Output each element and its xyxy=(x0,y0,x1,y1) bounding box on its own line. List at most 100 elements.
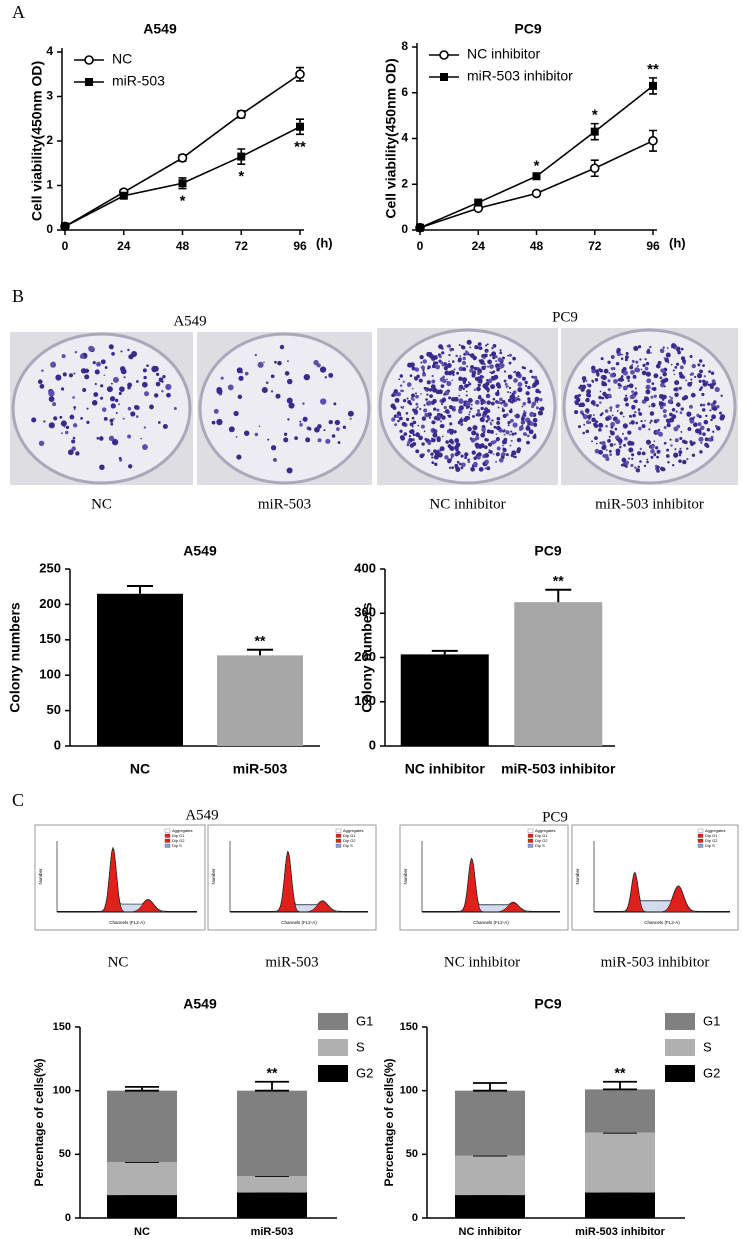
colony xyxy=(71,439,76,444)
colony xyxy=(618,386,621,389)
colony xyxy=(669,438,672,441)
colony xyxy=(533,422,538,427)
colony xyxy=(419,407,422,411)
colony xyxy=(689,440,693,444)
colony xyxy=(666,347,669,349)
colony xyxy=(52,402,57,407)
colony xyxy=(134,404,139,410)
colony xyxy=(334,419,341,426)
significance-annotation: ** xyxy=(615,1064,626,1080)
image-caption: miR-503 xyxy=(265,954,318,970)
colony xyxy=(104,366,108,369)
colony xyxy=(497,406,500,409)
colony xyxy=(410,397,414,400)
colony xyxy=(283,432,288,436)
colony xyxy=(484,407,489,412)
colony xyxy=(644,419,647,422)
colony xyxy=(423,408,428,413)
colony xyxy=(672,369,675,372)
colony xyxy=(422,372,427,377)
colony xyxy=(451,379,454,382)
colony xyxy=(678,459,682,463)
colony xyxy=(614,380,616,383)
colony xyxy=(536,401,539,404)
colony xyxy=(55,374,62,381)
bar-segment xyxy=(237,1192,307,1218)
colony xyxy=(509,433,511,436)
colony xyxy=(512,422,518,428)
colony xyxy=(617,378,621,382)
colony xyxy=(143,426,147,429)
bar-segment xyxy=(585,1132,655,1193)
colony xyxy=(465,350,468,353)
colony xyxy=(74,350,78,354)
colony xyxy=(294,436,298,440)
colony xyxy=(649,421,652,424)
colony xyxy=(436,438,441,443)
legend-swatch xyxy=(697,838,704,843)
colony xyxy=(690,392,696,398)
colony xyxy=(609,453,613,456)
colony xyxy=(622,423,628,429)
colony xyxy=(656,418,660,423)
colony xyxy=(521,376,526,381)
colony xyxy=(653,394,657,398)
colony xyxy=(415,402,419,406)
colony xyxy=(714,386,720,393)
colony xyxy=(299,423,303,427)
legend-marker xyxy=(84,55,94,65)
colony xyxy=(418,435,423,441)
colony xyxy=(618,442,622,446)
colony xyxy=(472,461,478,467)
colony xyxy=(513,378,518,383)
colony xyxy=(598,422,604,428)
colony xyxy=(458,344,461,346)
colony xyxy=(423,430,426,433)
image-caption: miR-503 xyxy=(258,496,311,512)
colony xyxy=(118,403,121,406)
colony xyxy=(581,376,587,381)
colony xyxy=(456,450,461,455)
colony xyxy=(521,405,524,408)
colony xyxy=(323,429,326,432)
colony xyxy=(630,369,635,375)
colony xyxy=(698,388,702,392)
colony xyxy=(390,403,396,409)
colony xyxy=(142,444,148,450)
colony xyxy=(487,451,490,454)
axis-label: Number xyxy=(211,868,216,885)
colony xyxy=(669,395,671,398)
colony xyxy=(697,422,702,427)
colony xyxy=(503,433,506,436)
colony xyxy=(460,424,463,426)
y-tick-label: 100 xyxy=(53,1085,71,1097)
colony xyxy=(414,367,420,372)
colony xyxy=(86,407,89,410)
colony xyxy=(481,365,486,371)
colony xyxy=(660,368,665,373)
colony xyxy=(484,467,487,470)
colony xyxy=(705,414,708,418)
colony xyxy=(699,450,703,454)
plate xyxy=(198,332,371,485)
colony xyxy=(458,387,463,392)
colony xyxy=(48,390,55,397)
colony xyxy=(586,392,591,398)
colony xyxy=(393,389,398,394)
colony xyxy=(527,397,531,401)
colony xyxy=(490,440,494,444)
colony xyxy=(466,383,470,387)
colony xyxy=(496,367,500,372)
x-axis-label: (h) xyxy=(316,235,333,250)
y-axis-label: Colony numbers xyxy=(7,602,23,713)
colony xyxy=(128,354,134,360)
colony xyxy=(451,360,455,363)
y-tick-label: 0 xyxy=(46,222,53,236)
colony xyxy=(426,449,431,453)
colony xyxy=(586,411,589,414)
error-bar xyxy=(603,1080,637,1091)
colony xyxy=(220,376,224,380)
colony xyxy=(492,397,496,401)
colony xyxy=(699,403,703,407)
colony xyxy=(469,368,474,373)
